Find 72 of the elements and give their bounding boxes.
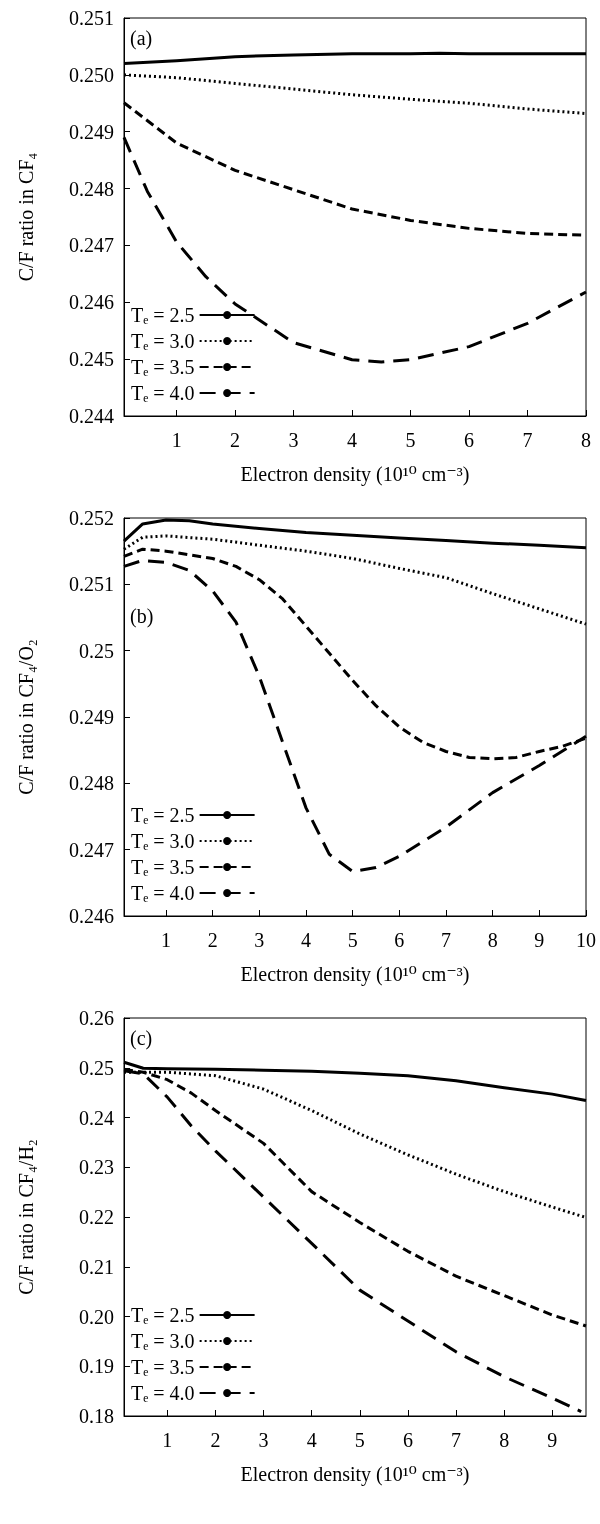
x-tick-label: 7 <box>522 429 533 451</box>
legend-label: Tₑ = 3.5 <box>131 356 195 378</box>
y-tick-label: 0.247 <box>69 234 114 257</box>
y-tick-label: 0.249 <box>69 706 114 728</box>
y-axis-title: C/F ratio in CF₄/H₂ <box>15 1139 37 1295</box>
y-tick-label: 0.250 <box>69 63 114 86</box>
x-tick-label: 5 <box>354 1429 365 1451</box>
y-tick-label: 0.244 <box>69 405 114 427</box>
y-tick-label: 0.246 <box>69 905 114 927</box>
y-tick-label: 0.245 <box>69 348 114 371</box>
y-tick-label: 0.25 <box>79 1056 114 1079</box>
legend-label: Tₑ = 3.0 <box>131 830 195 852</box>
annotation: (c) <box>130 1027 153 1050</box>
x-tick-label: 6 <box>394 929 405 951</box>
x-tick-label: 5 <box>347 929 358 951</box>
x-axis-title: Electron density (10¹⁰ cm⁻³) <box>240 963 470 986</box>
y-tick-label: 0.25 <box>79 639 114 662</box>
x-tick-label: 7 <box>451 1429 462 1451</box>
x-axis-title: Electron density (10¹⁰ cm⁻³) <box>240 1463 470 1486</box>
legend-label: Tₑ = 2.5 <box>131 304 195 326</box>
y-tick-label: 0.248 <box>69 177 114 200</box>
x-tick-label: 2 <box>230 429 241 451</box>
x-tick-label: 2 <box>207 929 218 951</box>
y-tick-label: 0.246 <box>69 291 114 314</box>
x-tick-label: 6 <box>402 1429 413 1451</box>
x-tick-label: 3 <box>288 429 299 451</box>
y-tick-label: 0.24 <box>79 1106 114 1129</box>
x-tick-label: 4 <box>306 1429 317 1451</box>
x-axis-title: Electron density (10¹⁰ cm⁻³) <box>240 463 470 486</box>
x-tick-label: 10 <box>576 929 596 951</box>
legend-label: Tₑ = 4.0 <box>131 1382 195 1404</box>
y-tick-label: 0.23 <box>79 1156 114 1179</box>
y-tick-label: 0.247 <box>69 838 114 861</box>
x-tick-label: 8 <box>487 929 498 951</box>
annotation: (a) <box>130 27 153 50</box>
legend-label: Tₑ = 4.0 <box>131 382 195 404</box>
x-tick-label: 4 <box>347 429 358 451</box>
legend-label: Tₑ = 3.5 <box>131 1356 195 1378</box>
x-tick-label: 4 <box>301 929 311 951</box>
legend-label: Tₑ = 4.0 <box>131 882 195 904</box>
x-tick-label: 8 <box>581 429 591 451</box>
y-tick-label: 0.20 <box>79 1305 114 1328</box>
x-tick-label: 1 <box>162 1429 173 1451</box>
x-tick-label: 2 <box>210 1429 221 1451</box>
y-tick-label: 0.18 <box>79 1405 114 1427</box>
x-tick-label: 7 <box>441 929 451 951</box>
x-tick-label: 9 <box>547 1429 558 1451</box>
x-tick-label: 5 <box>405 429 416 451</box>
legend-label: Tₑ = 3.0 <box>131 1330 195 1352</box>
y-tick-label: 0.249 <box>69 120 114 143</box>
y-tick-label: 0.252 <box>69 507 114 529</box>
legend-label: Tₑ = 2.5 <box>131 1304 195 1326</box>
y-tick-label: 0.22 <box>79 1206 114 1228</box>
y-tick-label: 0.251 <box>69 7 114 29</box>
legend-label: Tₑ = 3.5 <box>131 856 195 878</box>
x-tick-label: 1 <box>171 429 182 451</box>
x-tick-label: 1 <box>161 929 171 951</box>
annotation: (b) <box>130 605 154 628</box>
y-tick-label: 0.248 <box>69 772 114 795</box>
x-tick-label: 6 <box>464 429 475 451</box>
y-axis-title: C/F ratio in CF₄/O₂ <box>15 639 37 795</box>
legend-label: Tₑ = 3.0 <box>131 330 195 352</box>
x-tick-label: 3 <box>258 1429 269 1451</box>
legend-label: Tₑ = 2.5 <box>131 804 195 826</box>
x-tick-label: 3 <box>254 929 265 951</box>
x-tick-label: 9 <box>534 929 545 951</box>
y-tick-label: 0.251 <box>69 573 114 596</box>
y-axis-title: C/F ratio in CF₄ <box>15 152 37 282</box>
x-tick-label: 8 <box>499 1429 510 1451</box>
y-tick-label: 0.26 <box>79 1007 114 1029</box>
y-tick-label: 0.19 <box>79 1355 114 1378</box>
y-tick-label: 0.21 <box>79 1255 114 1278</box>
